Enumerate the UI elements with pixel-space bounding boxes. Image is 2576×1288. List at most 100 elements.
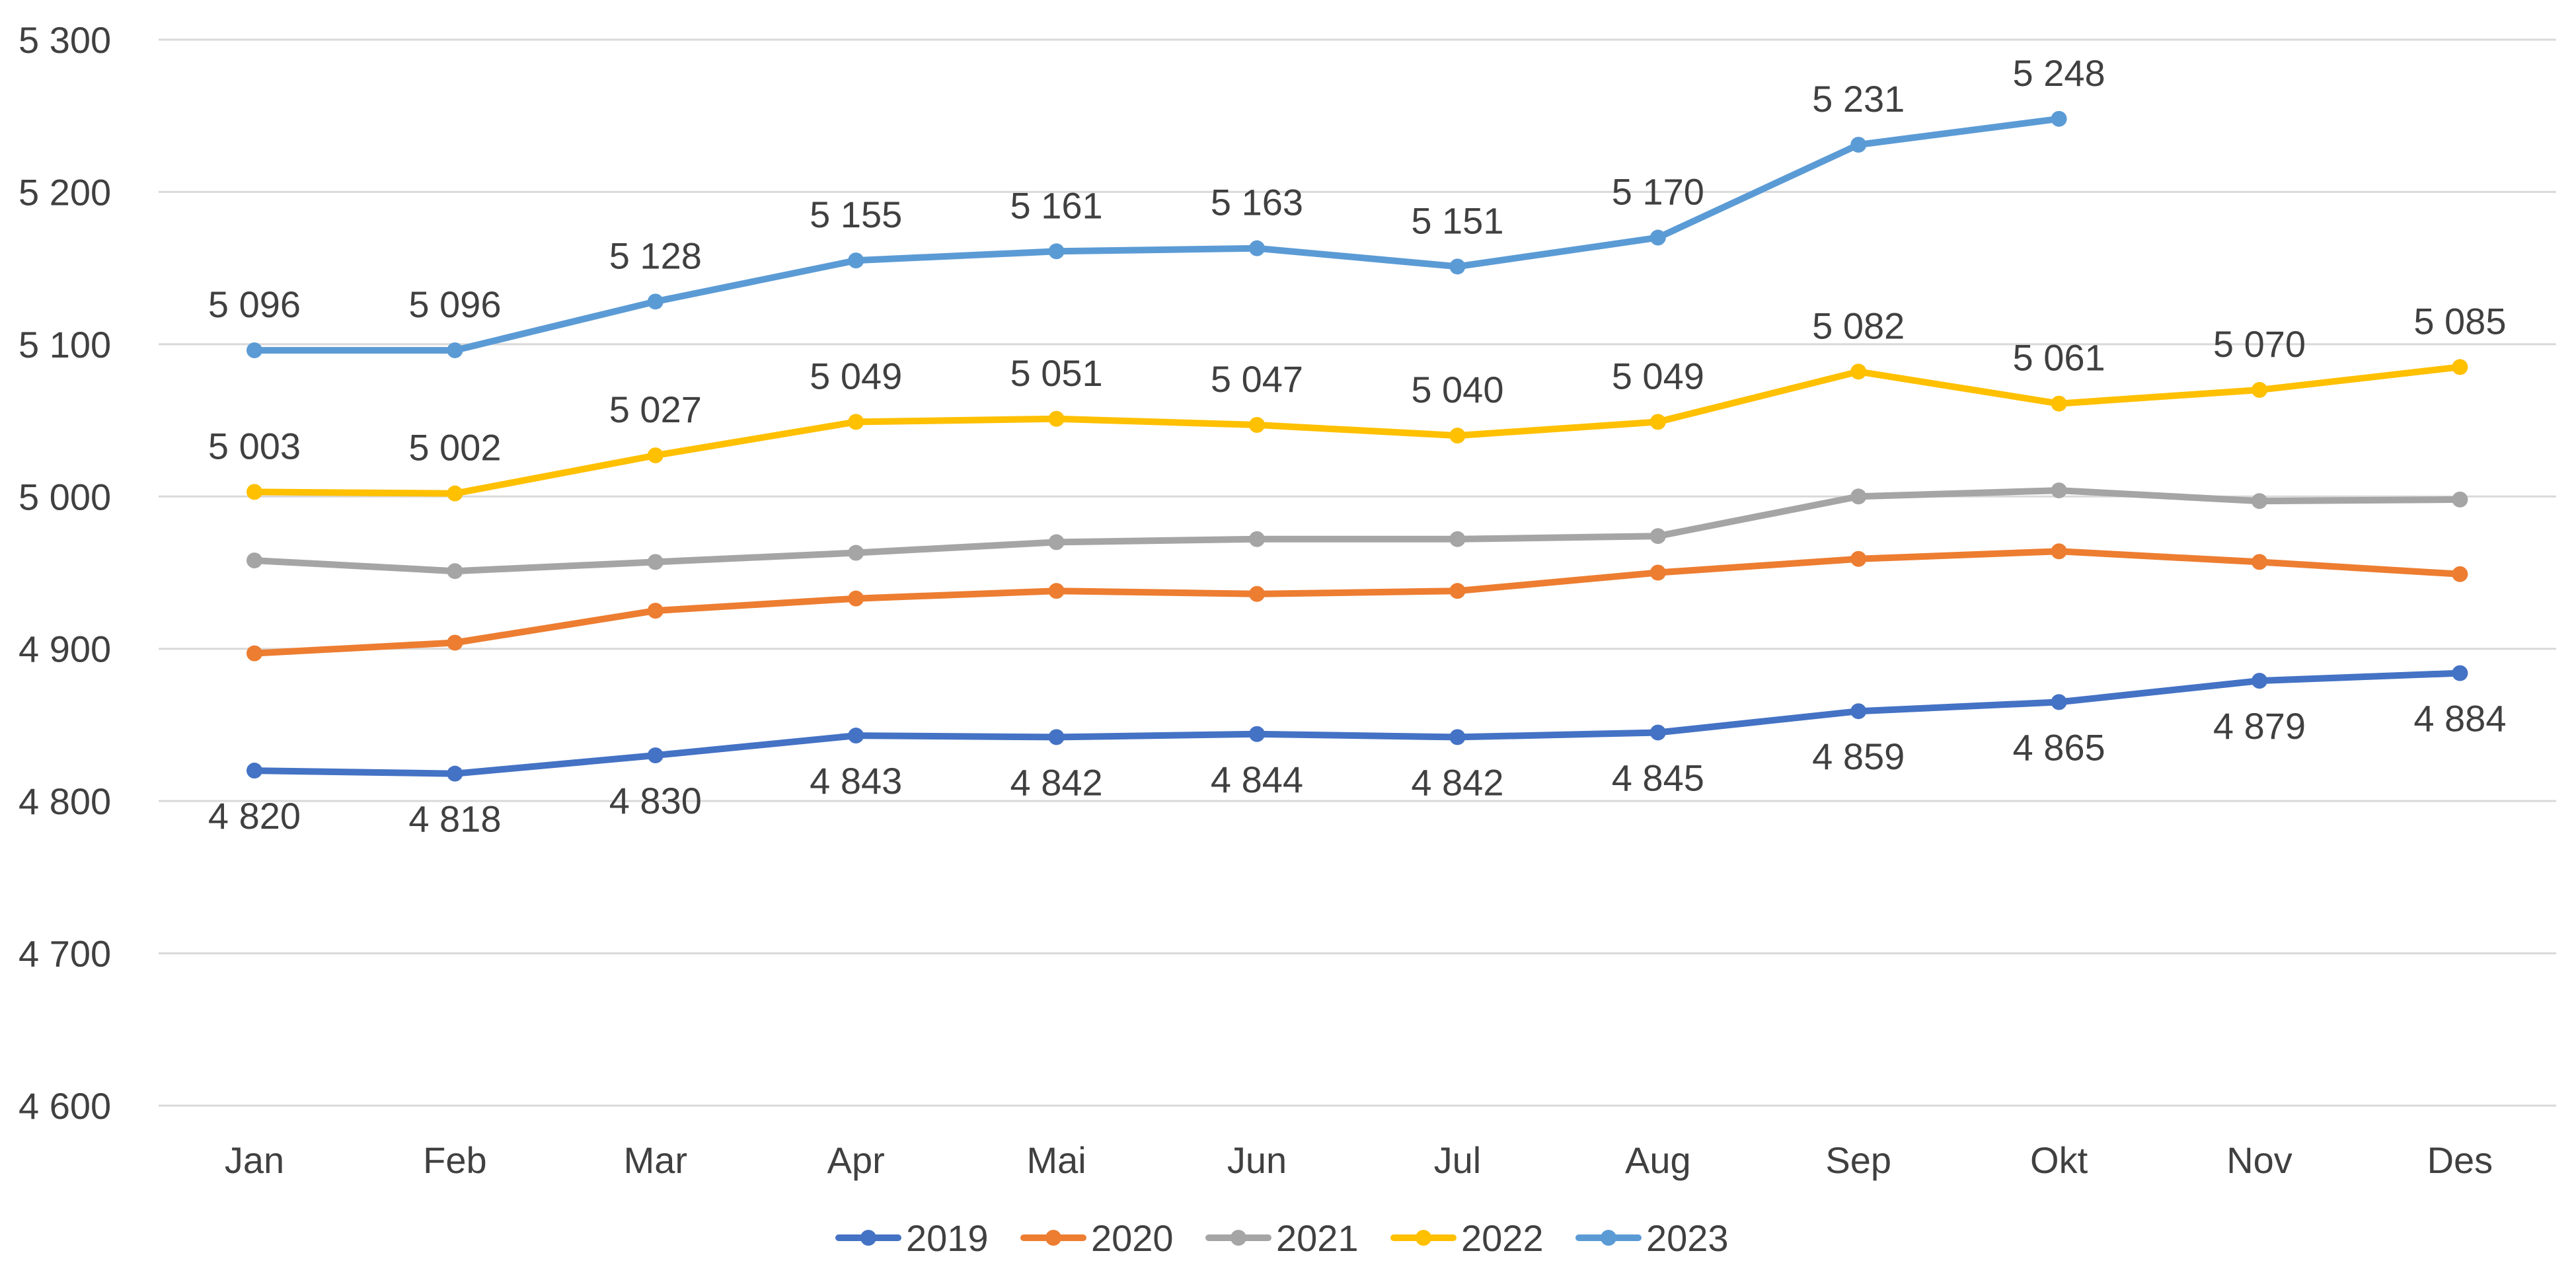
series-line-2019 [251, 669, 2464, 777]
point-2019-jun [1249, 726, 1265, 742]
point-2022-jul [1449, 428, 1466, 444]
point-2023-mar [647, 293, 663, 310]
legend-item-2019: 2019 [835, 1217, 989, 1259]
data-label-2019-aug: 4 845 [1612, 757, 1704, 798]
series-line-2020 [251, 548, 2464, 657]
x-axis-tick-labels: Jan Feb Mar Apr Mai Jun Jul Aug Sep Okt Nov Des [225, 1139, 2493, 1181]
point-2021-jun [1249, 531, 1265, 547]
data-label-2023-apr: 5 155 [810, 194, 902, 235]
data-label-2019-apr: 4 843 [810, 760, 902, 802]
point-2021-jul [1449, 531, 1466, 547]
data-label-2022-nov: 5 070 [2213, 323, 2306, 365]
data-label-2022-jun: 5 047 [1211, 358, 1303, 400]
point-2023-mai [1048, 243, 1065, 260]
x-tick-label-jul: Jul [1434, 1139, 1482, 1181]
series-2020 [246, 543, 2468, 662]
gridlines [159, 38, 2556, 1107]
y-tick-label-4700: 4 700 [19, 933, 111, 975]
data-label-2023-okt: 5 248 [2013, 52, 2105, 94]
point-2023-aug [1649, 229, 1666, 246]
data-label-2022-okt: 5 061 [2013, 337, 2105, 379]
data-label-2023-sep: 5 231 [1812, 78, 1905, 120]
point-2020-jan [246, 645, 262, 662]
data-labels: 4 820 4 818 4 830 4 843 4 842 4 844 4 842 4 845… [208, 52, 2507, 840]
point-2019-sep [1850, 703, 1867, 720]
point-2020-feb [447, 634, 463, 651]
point-2020-nov [2252, 554, 2267, 570]
x-tick-label-mai: Mai [1026, 1139, 1086, 1181]
series-2023 [246, 110, 2067, 359]
point-2023-jun [1249, 240, 1265, 256]
point-2021-nov [2252, 493, 2267, 510]
series-lines [246, 110, 2468, 782]
data-label-2022-sep: 5 082 [1812, 305, 1905, 346]
point-2020-jun [1249, 586, 1265, 602]
y-tick-label-5200: 5 200 [19, 171, 111, 213]
y-tick-label-4800: 4 800 [19, 780, 111, 822]
legend-label-2023: 2023 [1646, 1217, 1729, 1259]
point-2023-jan [246, 342, 262, 359]
series-2019 [246, 665, 2468, 782]
point-2022-aug [1649, 414, 1666, 430]
point-2022-okt [2051, 395, 2067, 412]
point-2021-des [2452, 491, 2468, 508]
point-2023-apr [848, 252, 864, 269]
data-label-2022-mai: 5 051 [1010, 352, 1103, 394]
point-2019-jul [1449, 729, 1466, 745]
point-2020-apr [848, 590, 864, 607]
point-2021-sep [1850, 488, 1867, 505]
point-2021-mai [1048, 534, 1065, 550]
x-tick-label-aug: Aug [1625, 1139, 1691, 1181]
series-2021 [246, 482, 2468, 580]
data-label-2019-jun: 4 844 [1211, 759, 1303, 800]
data-label-2022-jan: 5 003 [208, 425, 301, 467]
point-2019-nov [2252, 673, 2267, 689]
x-tick-label-des: Des [2427, 1139, 2493, 1181]
series-line-2023 [251, 115, 2063, 354]
point-2019-aug [1649, 724, 1666, 741]
legend-label-2022: 2022 [1461, 1217, 1544, 1259]
y-axis-tick-labels: 4 600 4 700 4 800 4 900 5 000 5 100 5 200 5 300 [19, 19, 111, 1127]
data-label-2019-jan: 4 820 [208, 795, 301, 837]
series-line-2021 [251, 487, 2464, 575]
data-label-2022-feb: 5 002 [408, 427, 501, 469]
legend-swatch-marker-2021 [1231, 1230, 1246, 1246]
point-2020-mar [647, 603, 663, 619]
x-tick-label-sep: Sep [1825, 1139, 1891, 1181]
legend-swatch-marker-2020 [1045, 1230, 1061, 1246]
point-2022-sep [1850, 363, 1867, 380]
legend-item-2021: 2021 [1205, 1217, 1359, 1259]
point-2022-feb [447, 485, 463, 502]
y-tick-label-5300: 5 300 [19, 19, 111, 61]
data-label-2019-nov: 4 879 [2213, 705, 2306, 747]
point-2023-okt [2051, 110, 2067, 127]
point-2019-des [2452, 665, 2468, 681]
x-tick-label-okt: Okt [2030, 1139, 2088, 1181]
data-label-2019-feb: 4 818 [408, 798, 501, 840]
y-tick-label-5000: 5 000 [19, 476, 111, 517]
data-label-2022-des: 5 085 [2413, 300, 2506, 342]
data-label-2023-jul: 5 151 [1411, 200, 1503, 241]
point-2019-jan [246, 763, 262, 779]
point-2020-aug [1649, 564, 1666, 581]
data-label-2023-jan: 5 096 [208, 284, 301, 325]
data-label-2019-sep: 4 859 [1812, 736, 1905, 777]
legend-swatch-marker-2022 [1416, 1230, 1431, 1246]
data-label-2022-apr: 5 049 [810, 355, 902, 397]
data-label-2023-aug: 5 170 [1612, 171, 1704, 213]
point-2019-apr [848, 728, 864, 744]
data-label-2019-okt: 4 865 [2013, 726, 2105, 768]
point-2021-apr [848, 545, 864, 561]
data-label-2023-feb: 5 096 [408, 284, 501, 325]
data-label-2019-mai: 4 842 [1010, 761, 1103, 803]
point-2020-des [2452, 566, 2468, 582]
point-2019-mai [1048, 729, 1065, 745]
legend-item-2020: 2020 [1020, 1217, 1174, 1259]
data-label-2022-jul: 5 040 [1411, 369, 1503, 410]
x-tick-label-feb: Feb [423, 1139, 487, 1181]
point-2021-okt [2051, 482, 2067, 499]
point-2022-nov [2252, 381, 2267, 398]
data-label-2023-mai: 5 161 [1010, 184, 1103, 226]
x-tick-label-jan: Jan [225, 1139, 284, 1181]
